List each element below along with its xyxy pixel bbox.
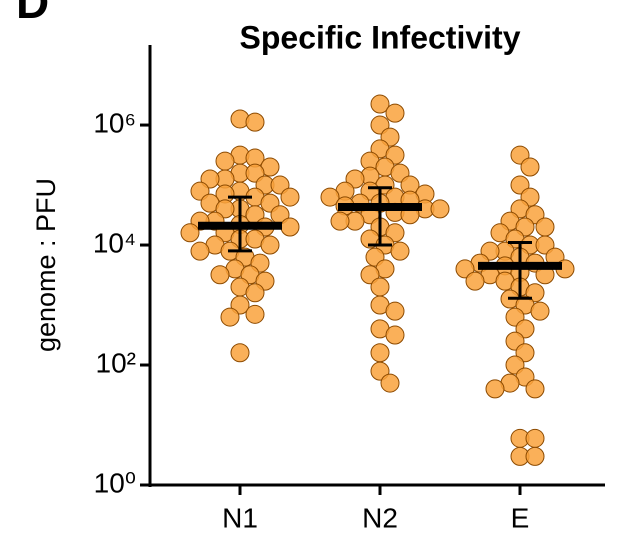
data-point [370,277,390,297]
data-point [280,187,300,207]
data-point [210,265,230,285]
data-point [525,446,545,466]
y-axis-label: genome : PFU [31,178,61,352]
data-point [320,187,340,207]
data-point [370,343,390,363]
y-tick-label: 10⁴ [93,227,136,258]
data-point [245,112,265,132]
data-point [180,223,200,243]
data-point [220,307,240,327]
data-point [370,94,390,114]
data-point [530,301,550,321]
data-point [465,271,485,291]
data-point [245,283,265,303]
data-point [535,217,555,237]
data-point [485,379,505,399]
y-tick-label: 10⁰ [94,467,136,498]
data-point [525,379,545,399]
data-point [525,428,545,448]
data-point [330,211,350,231]
data-point [380,373,400,393]
data-point [385,301,405,321]
data-point [215,151,235,171]
data-point [245,304,265,324]
data-point [385,325,405,345]
data-point [385,103,405,123]
y-tick-label: 10² [96,347,136,378]
x-tick-label: N1 [222,502,258,533]
panel-label: D [16,0,49,28]
data-point [390,241,410,261]
chart-title: Specific Infectivity [240,19,521,55]
data-point [430,199,450,219]
data-point [520,157,540,177]
y-tick-label: 10⁶ [93,107,136,138]
data-point [280,217,300,237]
data-point [190,241,210,261]
x-tick-label: E [511,502,530,533]
data-point [260,235,280,255]
x-tick-label: N2 [362,502,398,533]
data-point [230,343,250,363]
